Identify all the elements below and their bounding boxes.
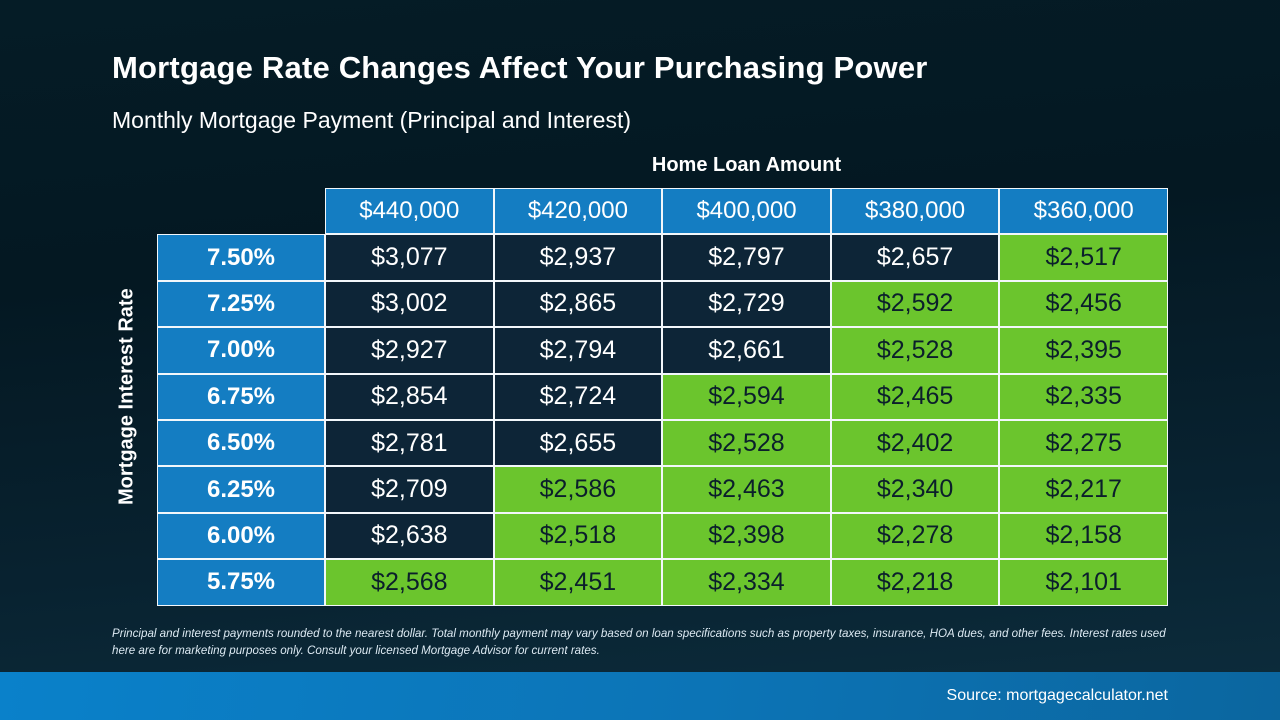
bottom-bar: Source: mortgagecalculator.net <box>0 672 1280 720</box>
row-group-label: Mortgage Interest Rate <box>115 288 138 506</box>
loan-amount-header: $440,000 <box>325 188 494 235</box>
payment-cell: $2,661 <box>662 327 831 374</box>
payment-cell: $2,395 <box>999 327 1168 374</box>
payment-cell: $2,334 <box>662 559 831 606</box>
payment-cell: $2,797 <box>662 234 831 281</box>
payment-cell: $2,451 <box>493 559 663 606</box>
interest-rate-cell: 5.75% <box>157 559 325 606</box>
payment-cell: $2,794 <box>493 327 663 374</box>
payment-cell: $2,709 <box>325 466 494 513</box>
payment-cell: $2,517 <box>999 234 1168 281</box>
payment-cell: $2,927 <box>325 327 494 374</box>
loan-amount-header: $400,000 <box>662 188 831 235</box>
payment-cell: $2,586 <box>493 466 663 513</box>
source-text: Source: mortgagecalculator.net <box>946 687 1168 704</box>
payment-cell: $2,568 <box>325 559 494 606</box>
payment-cell: $2,398 <box>662 512 831 560</box>
payment-cell: $3,002 <box>325 280 494 328</box>
payment-cell: $2,724 <box>493 373 663 420</box>
payment-cell: $2,335 <box>999 373 1168 420</box>
loan-amount-header: $420,000 <box>493 188 663 235</box>
interest-rate-cell: 6.00% <box>157 512 325 560</box>
interest-rate-cell: 6.25% <box>157 466 325 513</box>
column-group-label: Home Loan Amount <box>651 154 842 176</box>
payment-cell: $2,655 <box>493 419 663 467</box>
payment-cell: $2,657 <box>830 234 1000 281</box>
payment-cell: $2,456 <box>999 280 1168 328</box>
interest-rate-cell: 6.50% <box>157 419 325 467</box>
payment-cell: $2,781 <box>325 419 494 467</box>
subtitle: Monthly Mortgage Payment (Principal and … <box>112 107 632 133</box>
interest-rate-cell: 7.50% <box>157 234 325 281</box>
payment-cell: $2,278 <box>830 512 1000 560</box>
payment-cell: $2,592 <box>830 280 1000 328</box>
interest-rate-cell: 7.25% <box>157 280 325 328</box>
loan-amount-header: $360,000 <box>999 188 1168 235</box>
payment-cell: $2,158 <box>999 512 1168 560</box>
payment-cell: $2,638 <box>325 512 494 560</box>
payment-cell: $2,463 <box>662 466 831 513</box>
payment-cell: $2,594 <box>662 373 831 420</box>
payment-cell: $2,340 <box>830 466 1000 513</box>
payment-cell: $2,465 <box>830 373 1000 420</box>
payment-cell: $2,865 <box>493 280 663 328</box>
payment-cell: $2,275 <box>999 419 1168 467</box>
payment-cell: $2,518 <box>493 512 663 560</box>
payment-cell: $3,077 <box>325 234 494 281</box>
disclaimer-text: Principal and interest payments rounded … <box>112 627 1166 658</box>
payment-cell: $2,402 <box>830 419 1000 467</box>
payment-cell: $2,854 <box>325 373 494 420</box>
payment-cell: $2,528 <box>662 419 831 467</box>
corner-cell <box>157 188 325 234</box>
payment-cell: $2,528 <box>830 327 1000 374</box>
payment-table: $440,000 $420,000 $400,000 $380,000 $360,000… <box>157 188 1168 606</box>
interest-rate-cell: 7.00% <box>157 327 325 374</box>
payment-cell: $2,217 <box>999 466 1168 513</box>
payment-cell: $2,937 <box>493 234 663 281</box>
page-title: Mortgage Rate Changes Affect Your Purcha… <box>112 50 928 85</box>
payment-cell: $2,729 <box>662 280 831 328</box>
loan-amount-header: $380,000 <box>830 188 1000 235</box>
payment-cell: $2,218 <box>830 559 1000 606</box>
payment-cell: $2,101 <box>999 559 1168 606</box>
interest-rate-cell: 6.75% <box>157 373 325 420</box>
